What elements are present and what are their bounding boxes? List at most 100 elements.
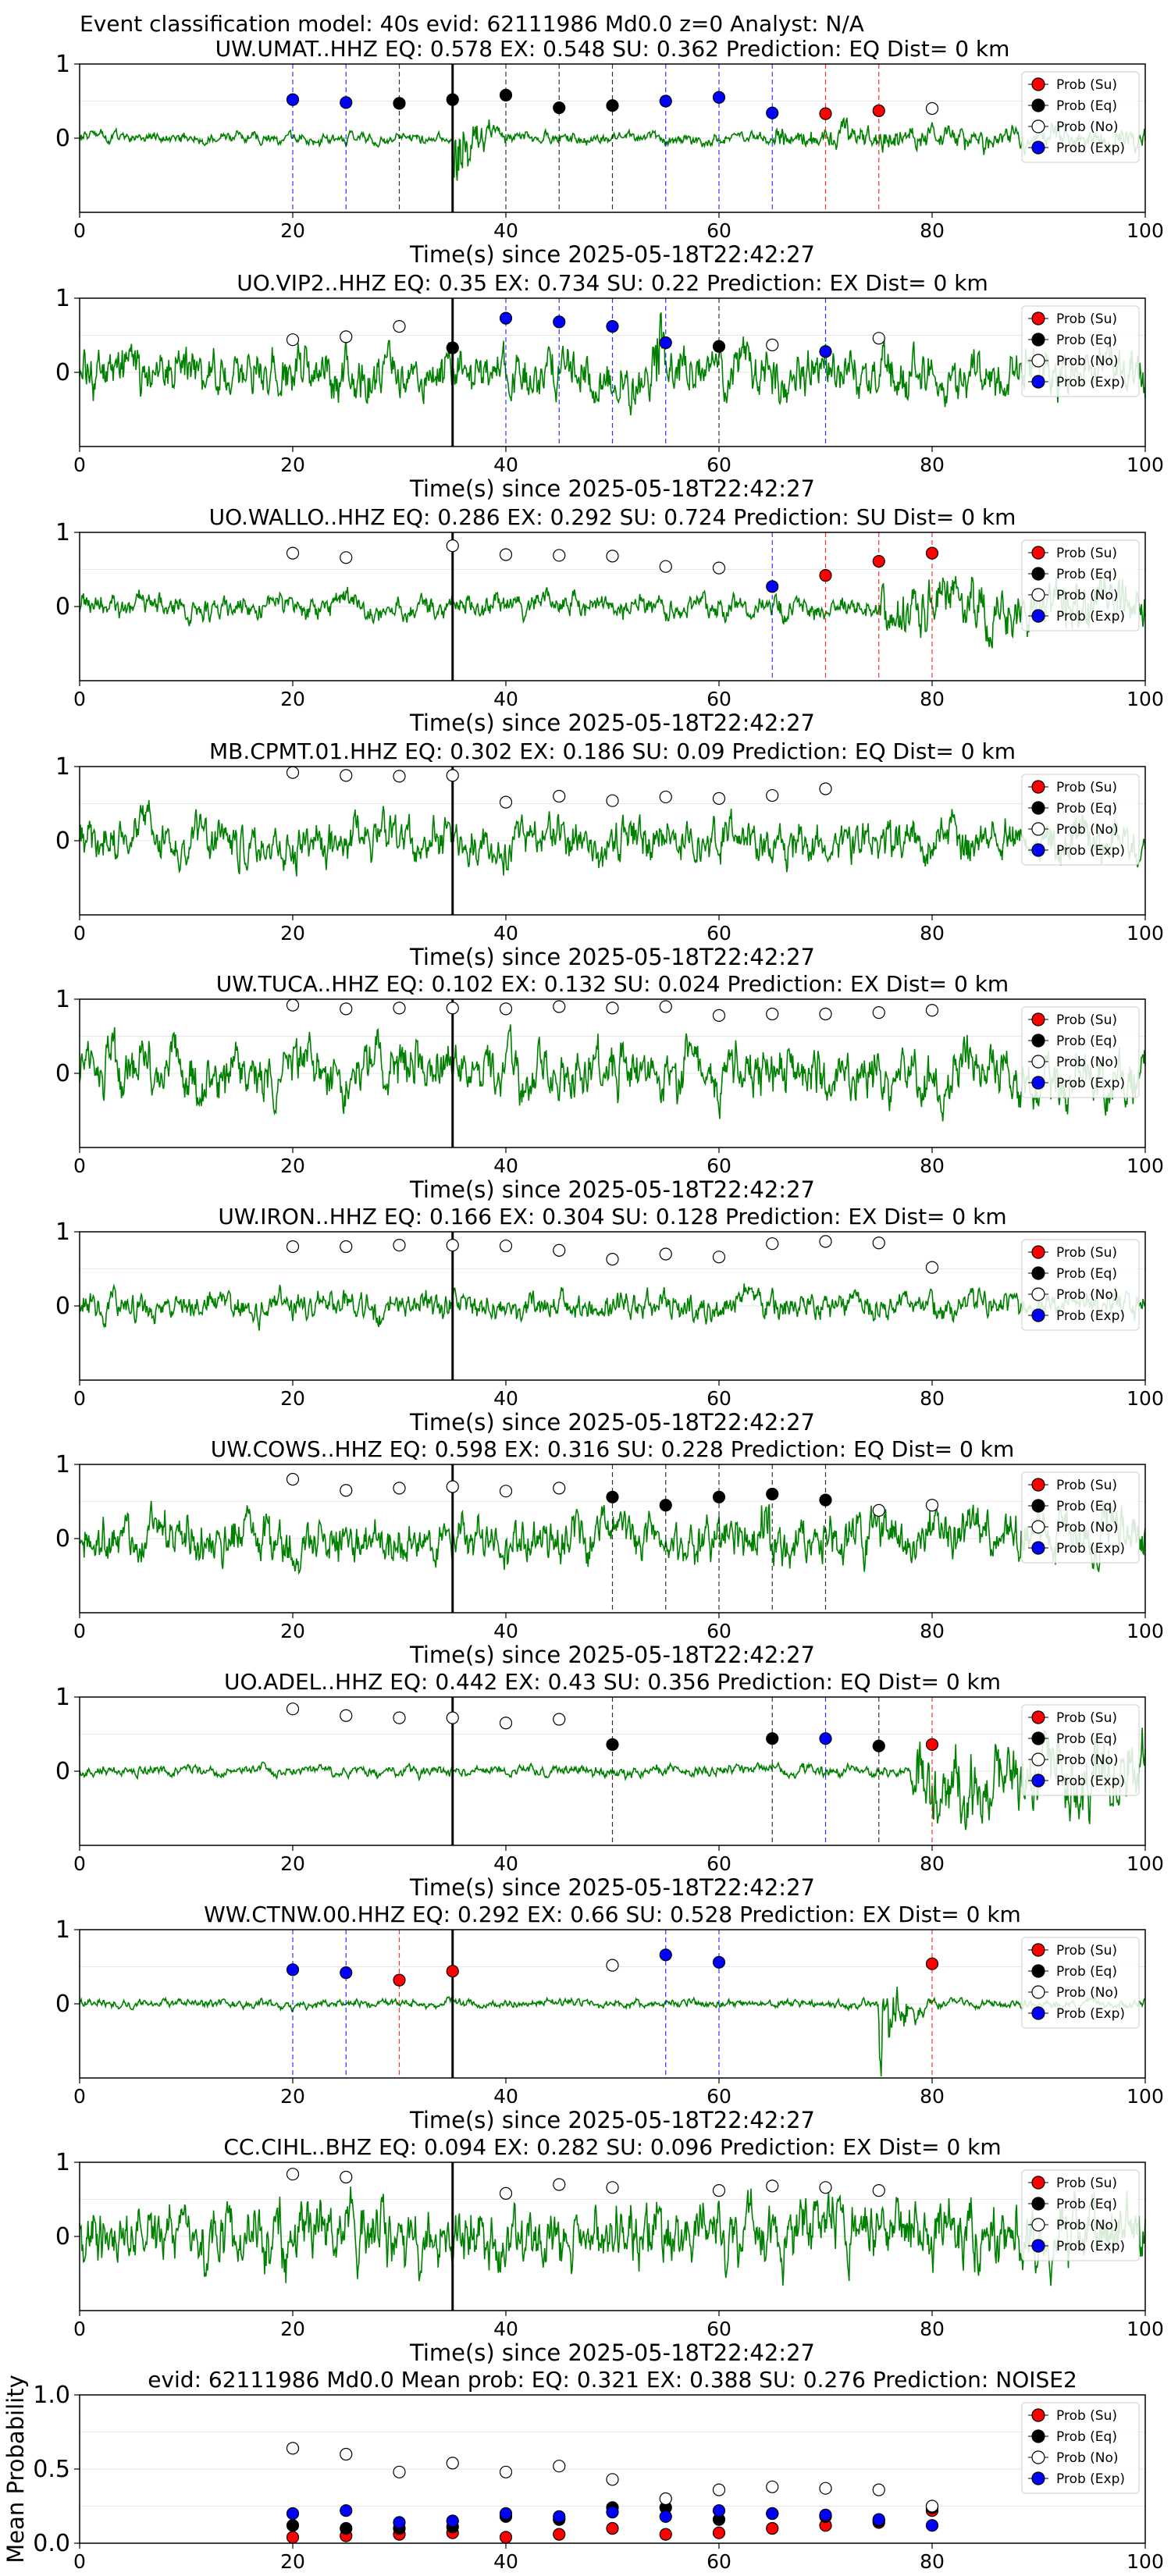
legend-label-exp: Prob (Exp) [1056,2471,1125,2487]
prob-marker-no [446,1002,459,1015]
x-tick-label: 0 [73,2085,86,2108]
prob-marker-no [925,101,939,116]
prob-marker-no [553,1482,566,1495]
y-tick-label: 1 [55,1684,70,1711]
x-tick-label: 40 [493,1852,518,1875]
panel-title: UO.ADEL..HHZ EQ: 0.442 EX: 0.43 SU: 0.35… [224,1669,1001,1695]
legend-label-eq: Prob (Eq) [1056,2197,1117,2212]
legend-marker-exp [1031,1541,1045,1555]
prob-marker-no [340,1002,353,1016]
panel-title: evid: 62111986 Md0.0 Mean prob: EQ: 0.32… [148,2367,1077,2393]
prob-marker-eq [712,1490,726,1503]
mean-marker-no [872,2483,885,2496]
mean-marker-no [553,2460,566,2473]
x-tick-label: 0 [73,922,86,945]
legend-marker-eq [1031,1034,1045,1048]
prob-marker-exp [659,94,672,108]
x-tick-label: 40 [493,1387,518,1410]
legend-marker-no [1031,354,1045,368]
legend-label-exp: Prob (Exp) [1056,843,1125,859]
prob-marker-eq [712,340,726,353]
legend-marker-eq [1031,2429,1045,2443]
x-tick-label: 20 [280,1155,305,1177]
x-tick-label: 20 [280,1387,305,1410]
legend-marker-no [1031,1985,1045,1999]
legend-marker-su [1031,2408,1045,2422]
prob-marker-eq [766,1487,779,1501]
legend-label-no: Prob (No) [1056,1055,1119,1070]
prob-marker-eq [393,97,406,110]
legend-marker-exp [1031,2471,1045,2485]
legend-label-eq: Prob (Eq) [1056,1731,1117,1747]
prob-marker-no [819,1235,832,1248]
legend-label-exp: Prob (Exp) [1056,1774,1125,1789]
x-tick-label: 60 [707,2550,731,2573]
x-tick-label: 40 [493,1155,518,1177]
x-tick-label: 20 [280,2550,305,2573]
legend-marker-exp [1031,609,1045,623]
legend-marker-no [1031,1055,1045,1069]
x-tick-label: 0 [73,1387,86,1410]
panel-5: UW.TUCA..HHZ EQ: 0.102 EX: 0.132 SU: 0.0… [55,971,1164,1203]
x-tick-label: 100 [1127,1852,1164,1875]
x-axis-label: Time(s) since 2025-05-18T22:42:27 [409,2107,815,2133]
mean-marker-no [659,2492,672,2506]
legend-label-eq: Prob (Eq) [1056,1964,1117,1980]
panel-2: UO.VIP2..HHZ EQ: 0.35 EX: 0.734 SU: 0.22… [55,270,1164,502]
mean-marker-exp [286,2507,300,2521]
y-tick-label: 0 [55,1991,70,2018]
y-tick-label: 0 [55,827,70,855]
prob-marker-no [499,1002,513,1016]
legend-label-exp: Prob (Exp) [1056,1308,1125,1324]
prob-marker-su [925,1957,939,1970]
legend-marker-no [1031,588,1045,602]
legend-label-su: Prob (Su) [1056,2408,1117,2424]
x-tick-label: 20 [280,688,305,710]
x-tick-label: 60 [707,688,731,710]
panel-title: UO.WALLO..HHZ EQ: 0.286 EX: 0.292 SU: 0.… [209,504,1016,530]
panel-1: UW.UMAT..HHZ EQ: 0.578 EX: 0.548 SU: 0.3… [55,36,1164,268]
panels-container: UW.UMAT..HHZ EQ: 0.578 EX: 0.548 SU: 0.3… [2,36,1164,2573]
mean-marker-su [499,2531,513,2544]
prob-marker-eq [446,341,459,354]
legend-box [1021,1704,1140,1796]
legend-label-su: Prob (Su) [1056,1245,1117,1261]
prob-marker-no [553,1244,566,1257]
legend-marker-su [1031,311,1045,326]
mean-marker-exp [606,2506,619,2519]
prob-marker-no [606,550,619,563]
x-axis-label: Time(s) since 2025-05-18T22:42:27 [409,1176,815,1203]
x-axis-label: Time(s) since 2025-05-18T22:42:27 [409,944,815,970]
legend-marker-eq [1031,1964,1045,1978]
x-tick-label: 60 [707,2085,731,2108]
prob-marker-exp [712,91,726,104]
prob-marker-exp [659,1948,672,1962]
prob-marker-exp [659,336,672,350]
mean-marker-eq [340,2521,353,2535]
prob-marker-eq [499,88,513,102]
x-tick-label: 0 [73,1852,86,1875]
legend-marker-su [1031,1478,1045,1492]
x-tick-label: 0 [73,2550,86,2573]
x-tick-label: 80 [920,1852,945,1875]
legend-marker-eq [1031,1266,1045,1280]
waveform-trace [79,2186,1146,2286]
x-tick-label: 40 [493,454,518,476]
x-tick-label: 60 [707,454,731,476]
prob-marker-exp [340,1966,353,1980]
x-tick-label: 80 [920,2550,945,2573]
mean-marker-no [606,2473,619,2486]
mean-marker-exp [766,2507,779,2521]
prob-marker-su [446,1965,459,1978]
panel-title: UO.VIP2..HHZ EQ: 0.35 EX: 0.734 SU: 0.22… [237,270,988,296]
prob-marker-no [340,2170,353,2184]
legend-label-exp: Prob (Exp) [1056,609,1125,624]
legend-marker-no [1031,119,1045,133]
legend-label-eq: Prob (Eq) [1056,98,1117,114]
prob-marker-exp [553,315,566,329]
prob-marker-no [553,549,566,562]
prob-marker-no [340,1709,353,1722]
prob-marker-no [659,1000,672,1013]
prob-marker-no [499,1717,513,1730]
x-tick-label: 60 [707,2318,731,2340]
